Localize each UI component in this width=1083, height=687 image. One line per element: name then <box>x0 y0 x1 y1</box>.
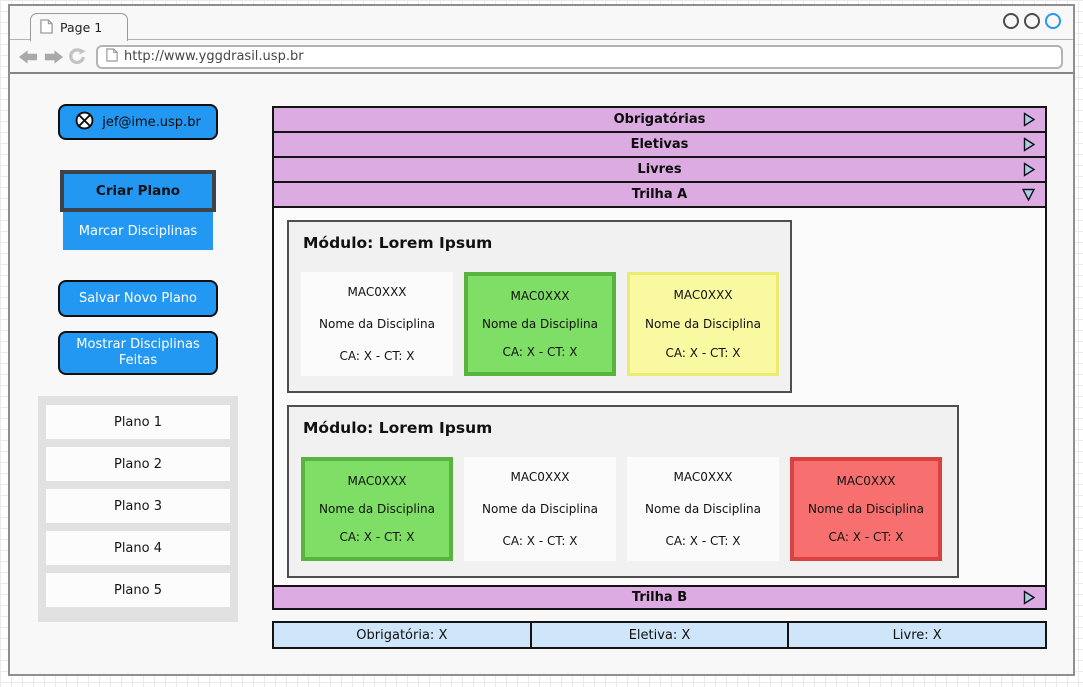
back-arrow-icon <box>18 49 38 64</box>
module-title: Módulo: Lorem Ipsum <box>303 234 493 252</box>
criar-plano-button[interactable]: Criar Plano <box>60 170 216 212</box>
circle-x-icon <box>75 111 94 134</box>
plano-list-item[interactable]: Plano 5 <box>46 573 230 607</box>
discipline-card[interactable]: MAC0XXX Nome da Disciplina CA: X - CT: X <box>464 272 616 376</box>
plano-list: Plano 1 Plano 2 Plano 3 Plano 4 Plano 5 <box>38 396 238 622</box>
accordion-header-trilha-a[interactable]: Trilha A <box>274 183 1045 208</box>
legend-livre: Livre: X <box>787 623 1045 647</box>
accordion-header-livres[interactable]: Livres <box>274 158 1045 183</box>
plano-list-item[interactable]: Plano 1 <box>46 405 230 439</box>
disciplines-accordion: Obrigatórias Eletivas Livres Trilha A Mó… <box>272 106 1047 610</box>
discipline-card[interactable]: MAC0XXX Nome da Disciplina CA: X - CT: X <box>464 457 616 561</box>
address-bar <box>96 44 1063 69</box>
discipline-name: Nome da Disciplina <box>645 317 761 331</box>
triangle-down-icon <box>1021 187 1036 206</box>
forward-arrow-icon <box>44 49 64 64</box>
legend-eletiva: Eletiva: X <box>529 623 788 647</box>
mostrar-disciplinas-feitas-button[interactable]: Mostrar Disciplinas Feitas <box>58 331 218 375</box>
user-email-button[interactable]: jef@ime.usp.br <box>58 104 218 140</box>
triangle-right-icon <box>1021 112 1036 131</box>
user-email-label: jef@ime.usp.br <box>102 114 201 130</box>
browser-window: Page 1 jef@ime.usp.br <box>8 4 1075 676</box>
discipline-code: MAC0XXX <box>836 474 896 488</box>
trilha-a-panel: Módulo: Lorem Ipsum MAC0XXX Nome da Disc… <box>274 208 1045 585</box>
discipline-code: MAC0XXX <box>510 289 570 303</box>
window-control-circle-icon[interactable] <box>1024 13 1040 29</box>
refresh-button[interactable] <box>68 47 86 66</box>
tab-title: Page 1 <box>60 20 103 35</box>
browser-toolbar <box>10 41 1073 74</box>
module-title: Módulo: Lorem Ipsum <box>303 419 493 437</box>
discipline-name: Nome da Disciplina <box>319 502 435 516</box>
url-input[interactable] <box>124 49 1053 64</box>
plano-list-item[interactable]: Plano 4 <box>46 531 230 565</box>
discipline-name: Nome da Disciplina <box>645 502 761 516</box>
accordion-header-obrigatorias[interactable]: Obrigatórias <box>274 108 1045 133</box>
discipline-card[interactable]: MAC0XXX Nome da Disciplina CA: X - CT: X <box>301 272 453 376</box>
marcar-disciplinas-button[interactable]: Marcar Disciplinas <box>63 212 213 250</box>
discipline-card[interactable]: MAC0XXX Nome da Disciplina CA: X - CT: X <box>301 457 453 561</box>
accordion-header-label: Eletivas <box>630 137 689 152</box>
card-row: MAC0XXX Nome da Disciplina CA: X - CT: X… <box>301 457 942 561</box>
window-controls <box>1003 13 1061 29</box>
tab-bar: Page 1 <box>10 6 1073 41</box>
discipline-name: Nome da Disciplina <box>482 502 598 516</box>
discipline-credits: CA: X - CT: X <box>665 534 741 548</box>
accordion-header-label: Livres <box>637 162 682 177</box>
plano-list-item[interactable]: Plano 3 <box>46 489 230 523</box>
discipline-credits: CA: X - CT: X <box>502 345 578 359</box>
discipline-name: Nome da Disciplina <box>319 317 435 331</box>
discipline-name: Nome da Disciplina <box>808 502 924 516</box>
legend-obrigatoria: Obrigatória: X <box>356 627 448 643</box>
triangle-right-icon <box>1021 162 1036 181</box>
discipline-code: MAC0XXX <box>673 470 733 484</box>
plano-list-item[interactable]: Plano 2 <box>46 447 230 481</box>
discipline-card[interactable]: MAC0XXX Nome da Disciplina CA: X - CT: X <box>627 272 779 376</box>
discipline-card[interactable]: MAC0XXX Nome da Disciplina CA: X - CT: X <box>790 457 942 561</box>
discipline-credits: CA: X - CT: X <box>339 349 415 363</box>
discipline-code: MAC0XXX <box>347 474 407 488</box>
discipline-code: MAC0XXX <box>673 288 733 302</box>
discipline-credits: CA: X - CT: X <box>665 346 741 360</box>
forward-button[interactable] <box>43 49 64 65</box>
refresh-icon <box>69 47 86 64</box>
window-control-circle-icon[interactable] <box>1003 13 1019 29</box>
discipline-name: Nome da Disciplina <box>482 317 598 331</box>
card-row: MAC0XXX Nome da Disciplina CA: X - CT: X… <box>301 272 779 376</box>
accordion-header-label: Trilha B <box>631 590 688 605</box>
module-box: Módulo: Lorem Ipsum MAC0XXX Nome da Disc… <box>287 220 792 393</box>
triangle-right-icon <box>1021 137 1036 156</box>
discipline-credits: CA: X - CT: X <box>828 530 904 544</box>
tab-page-1[interactable]: Page 1 <box>30 13 128 41</box>
accordion-header-label: Trilha A <box>631 187 688 202</box>
discipline-code: MAC0XXX <box>347 285 407 299</box>
credits-legend: Obrigatória: X Eletiva: X Livre: X <box>272 621 1047 649</box>
window-control-circle-icon[interactable] <box>1045 13 1061 29</box>
module-box: Módulo: Lorem Ipsum MAC0XXX Nome da Disc… <box>287 405 959 578</box>
accordion-header-eletivas[interactable]: Eletivas <box>274 133 1045 158</box>
salvar-novo-plano-button[interactable]: Salvar Novo Plano <box>58 280 218 317</box>
discipline-card[interactable]: MAC0XXX Nome da Disciplina CA: X - CT: X <box>627 457 779 561</box>
page-icon <box>40 18 53 37</box>
triangle-right-icon <box>1021 590 1036 609</box>
plan-actions-group: Criar Plano Marcar Disciplinas <box>60 170 216 250</box>
accordion-header-trilha-b[interactable]: Trilha B <box>274 585 1045 608</box>
page-icon <box>106 47 118 66</box>
discipline-credits: CA: X - CT: X <box>339 530 415 544</box>
discipline-credits: CA: X - CT: X <box>502 534 578 548</box>
discipline-code: MAC0XXX <box>510 470 570 484</box>
back-button[interactable] <box>18 49 39 65</box>
accordion-header-label: Obrigatórias <box>613 112 706 127</box>
